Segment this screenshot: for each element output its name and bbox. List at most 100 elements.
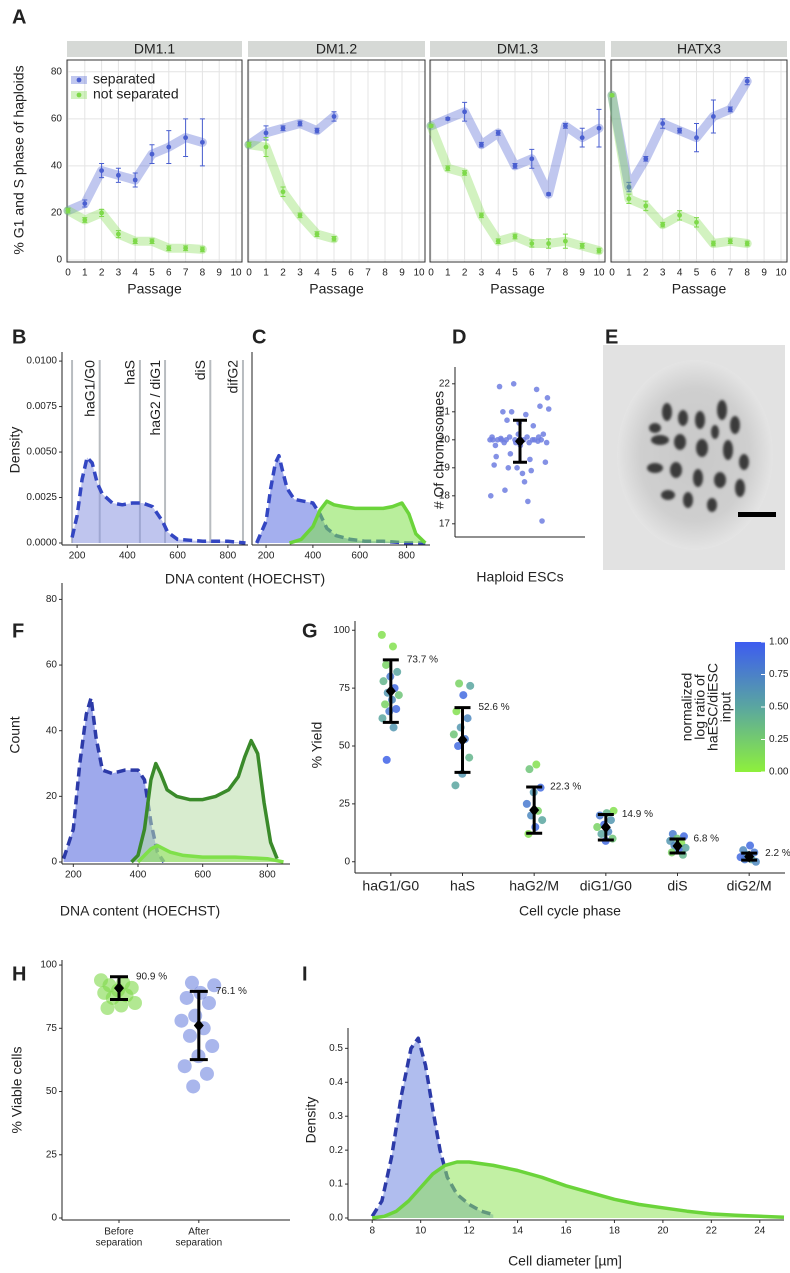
data-point bbox=[538, 816, 547, 825]
data-point bbox=[626, 196, 632, 202]
x-axis-label: Passage bbox=[490, 281, 545, 297]
data-point bbox=[540, 431, 547, 438]
data-point bbox=[99, 168, 104, 173]
panel-label: C bbox=[252, 326, 266, 348]
y-tick-label: 80 bbox=[51, 66, 63, 77]
density-area bbox=[131, 740, 278, 862]
data-point bbox=[132, 238, 138, 244]
data-point bbox=[82, 217, 88, 223]
data-point bbox=[449, 730, 458, 739]
data-point bbox=[609, 806, 618, 815]
data-point bbox=[514, 465, 520, 471]
y-axis-label: # Of chromosomes bbox=[431, 391, 447, 509]
value-label: 2.2 % bbox=[765, 848, 790, 859]
data-point bbox=[528, 467, 535, 474]
colorbar-tick-label: 0.75 bbox=[769, 669, 789, 680]
data-point bbox=[487, 493, 494, 499]
data-point bbox=[531, 437, 538, 443]
data-point bbox=[100, 1001, 115, 1016]
panel-label: A bbox=[12, 6, 26, 28]
facet-title: DM1.2 bbox=[316, 41, 357, 57]
density-area bbox=[289, 501, 426, 543]
x-tick-label: 3 bbox=[297, 268, 303, 279]
plot-frame bbox=[429, 59, 606, 263]
colorbar-tick-label: 0.25 bbox=[769, 734, 789, 745]
data-point bbox=[379, 677, 388, 686]
y-tick-label: 50 bbox=[339, 741, 351, 752]
mean-marker bbox=[672, 840, 683, 852]
cell bbox=[617, 360, 773, 550]
x-axis-label: DNA content (HOECHST) bbox=[60, 903, 220, 919]
x-tick-label: 8 bbox=[563, 268, 569, 279]
x-tick-label: 6 bbox=[529, 268, 535, 279]
facet-strip bbox=[67, 41, 242, 57]
trend-line bbox=[244, 112, 339, 150]
mean-marker bbox=[529, 804, 540, 817]
x-tick-label: 0 bbox=[65, 268, 71, 279]
value-label: 76.1 % bbox=[216, 986, 247, 997]
x-tick-label: 5 bbox=[149, 268, 155, 279]
data-point bbox=[526, 439, 532, 446]
x-tick-label: Before bbox=[104, 1227, 134, 1238]
data-point bbox=[183, 245, 189, 251]
data-point bbox=[331, 236, 337, 242]
data-point bbox=[65, 208, 71, 213]
data-point bbox=[694, 219, 699, 225]
data-point bbox=[744, 241, 750, 246]
data-point bbox=[490, 437, 496, 443]
gate-label: haG2 / diG1 bbox=[147, 360, 163, 436]
x-tick-label: separation bbox=[96, 1238, 143, 1249]
data-point bbox=[452, 707, 461, 716]
data-point bbox=[522, 799, 531, 808]
legend-label: separated bbox=[93, 71, 155, 87]
x-tick-label: haS bbox=[450, 878, 475, 894]
legend-marker bbox=[76, 92, 82, 98]
y-tick-label: 60 bbox=[51, 113, 63, 124]
data-point bbox=[465, 753, 474, 762]
x-tick-label: 2 bbox=[462, 268, 468, 279]
x-tick-label: 200 bbox=[69, 551, 86, 562]
data-point bbox=[297, 212, 303, 218]
data-point bbox=[116, 172, 121, 178]
x-tick-label: 3 bbox=[479, 268, 485, 279]
x-tick-label: 10 bbox=[230, 268, 242, 279]
x-tick-label: diG1/G0 bbox=[580, 878, 632, 894]
trend-line bbox=[244, 140, 339, 244]
data-point bbox=[445, 165, 451, 171]
value-label: 14.9 % bbox=[622, 809, 653, 820]
x-tick-label: 12 bbox=[464, 1226, 476, 1237]
data-point bbox=[149, 238, 155, 244]
x-tick-label: 6 bbox=[166, 268, 172, 279]
data-point bbox=[579, 243, 585, 249]
y-tick-label: 18 bbox=[439, 490, 451, 501]
y-tick-label: 40 bbox=[46, 725, 58, 736]
data-point bbox=[381, 700, 390, 709]
x-tick-label: 0 bbox=[246, 268, 252, 279]
y-tick-label: 20 bbox=[51, 208, 63, 219]
data-point bbox=[182, 1028, 197, 1043]
data-point bbox=[491, 462, 497, 468]
data-point bbox=[525, 765, 534, 774]
y-tick-label: 0 bbox=[56, 255, 62, 266]
data-point bbox=[579, 135, 585, 141]
density-area bbox=[72, 457, 246, 543]
data-point bbox=[660, 222, 666, 228]
x-tick-label: 3 bbox=[660, 268, 666, 279]
data-point bbox=[149, 151, 155, 157]
x-axis-label: Passage bbox=[309, 281, 364, 297]
colorbar-tick-label: 0.50 bbox=[769, 702, 789, 713]
x-tick-label: 1 bbox=[626, 268, 632, 279]
y-tick-label: 0.3 bbox=[329, 1111, 343, 1122]
x-tick-label: 8 bbox=[382, 268, 388, 279]
x-tick-label: haG1/G0 bbox=[362, 878, 419, 894]
x-tick-label: 4 bbox=[314, 268, 320, 279]
data-point bbox=[694, 135, 699, 141]
x-axis-label: Cell diameter [µm] bbox=[508, 1253, 622, 1269]
data-point bbox=[466, 681, 475, 690]
y-tick-label: 50 bbox=[46, 1086, 58, 1097]
x-tick-label: haG2/M bbox=[509, 878, 559, 894]
x-tick-label: 2 bbox=[99, 268, 105, 279]
data-point bbox=[681, 843, 690, 852]
data-point bbox=[394, 691, 403, 700]
